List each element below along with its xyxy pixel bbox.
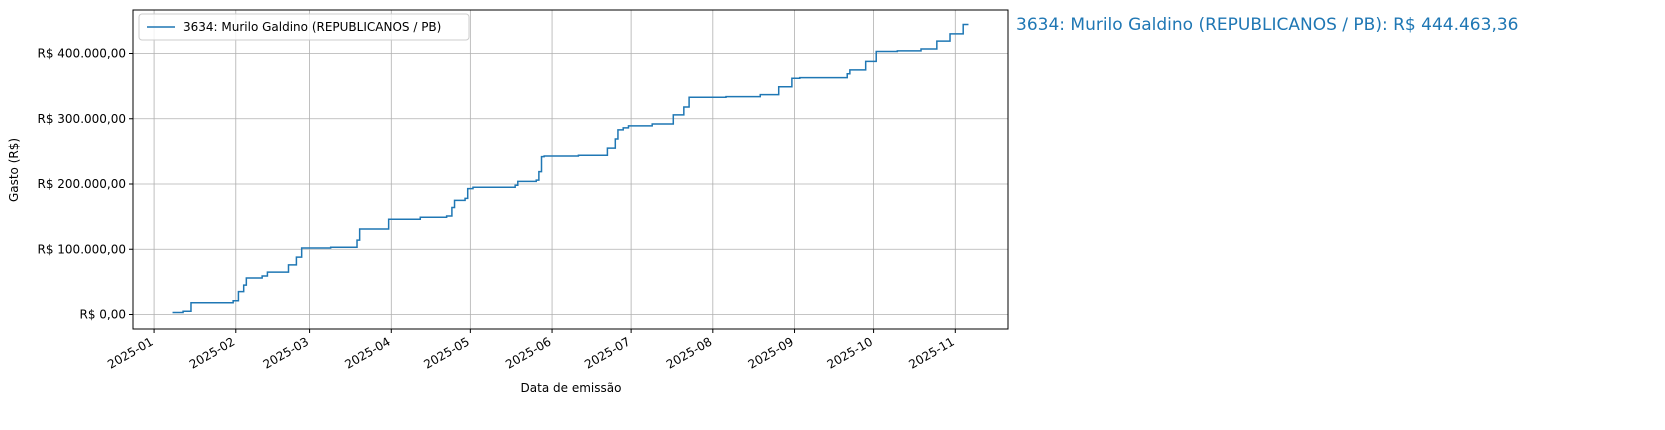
legend: 3634: Murilo Galdino (REPUBLICANOS / PB) <box>138 13 470 41</box>
legend-box <box>138 13 470 41</box>
x-tick-label: 2025-03 <box>261 334 311 371</box>
legend-label: 3634: Murilo Galdino (REPUBLICANOS / PB) <box>183 20 441 34</box>
x-axis-label: Data de emissão <box>521 381 622 395</box>
x-tick-label: 2025-05 <box>421 334 471 371</box>
x-tick-label: 2025-04 <box>342 334 392 371</box>
x-tick-label: 2025-07 <box>582 334 632 371</box>
y-tick-label: R$ 100.000,00 <box>38 242 127 256</box>
x-tick-label: 2025-09 <box>746 334 796 371</box>
y-tick-label: R$ 300.000,00 <box>38 112 127 126</box>
y-tick-label: R$ 400.000,00 <box>38 47 127 61</box>
x-tick-label: 2025-01 <box>105 334 155 371</box>
y-tick-label: R$ 200.000,00 <box>38 177 127 191</box>
x-tick-label: 2025-11 <box>906 334 956 371</box>
line-series <box>172 23 969 314</box>
x-tick-label: 2025-10 <box>825 334 875 371</box>
x-tick-label: 2025-08 <box>664 334 714 371</box>
annotation: 3634: Murilo Galdino (REPUBLICANOS / PB)… <box>1016 15 1518 35</box>
x-tick-label: 2025-06 <box>503 334 553 371</box>
y-tick-label: R$ 0,00 <box>79 308 126 322</box>
y-axis-label: Gasto (R$) <box>7 138 21 202</box>
x-tick-label: 2025-02 <box>187 334 237 371</box>
plot-frame <box>132 9 1009 330</box>
